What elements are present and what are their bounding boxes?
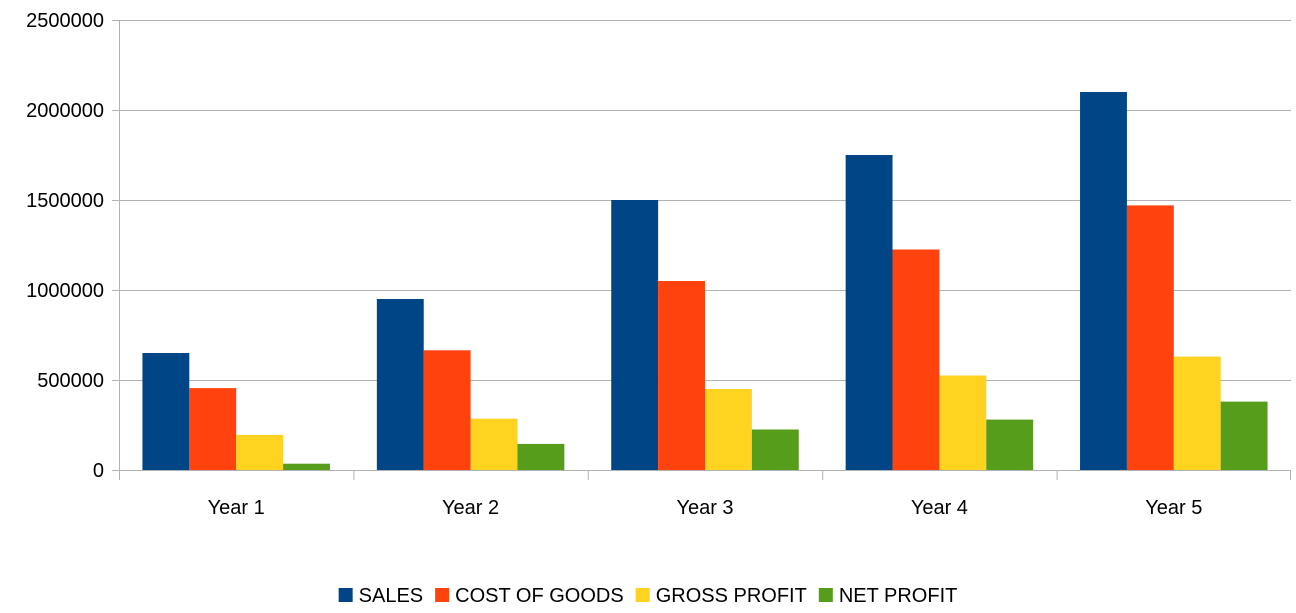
bar-cost-of-goods <box>892 249 940 470</box>
legend-label: SALES <box>359 585 423 607</box>
legend-item: GROSS PROFIT <box>635 585 807 607</box>
legend-swatch <box>338 588 353 602</box>
bar-net-profit <box>986 419 1034 470</box>
y-tick-label: 2000000 <box>26 100 104 122</box>
legend-swatch <box>635 588 650 602</box>
legend-swatch <box>435 588 450 602</box>
legend: SALES COST OF GOODS GROSS PROFIT NET PROFIT <box>338 585 958 607</box>
legend-item: SALES <box>338 585 423 607</box>
bar-sales <box>1080 92 1127 470</box>
bar-gross-profit <box>470 418 518 470</box>
bar-cost-of-goods <box>1126 205 1174 470</box>
bar-net-profit <box>283 463 330 470</box>
bars <box>142 92 1268 470</box>
y-tick-label: 500000 <box>37 370 104 392</box>
legend-label: NET PROFIT <box>839 585 958 607</box>
x-tick-label: Year 3 <box>676 497 733 519</box>
x-tick-label: Year 1 <box>208 497 265 519</box>
x-tick-label: Year 5 <box>1145 497 1202 519</box>
axes <box>112 20 1291 480</box>
x-tick-label: Year 4 <box>911 497 968 519</box>
y-tick-label: 1000000 <box>26 280 104 302</box>
bar-net-profit <box>1220 401 1268 470</box>
y-tick-label: 2500000 <box>26 10 104 32</box>
tick-labels: 0 500000 1000000 1500000 2000000 2500000 Year … <box>26 10 1202 519</box>
bar-sales <box>611 200 659 470</box>
bar-net-profit <box>517 443 565 470</box>
legend-label: COST OF GOODS <box>455 585 624 607</box>
bar-gross-profit <box>939 375 987 470</box>
x-tick-label: Year 2 <box>442 497 499 519</box>
bar-sales <box>845 155 893 470</box>
bar-gross-profit <box>236 434 284 470</box>
legend-item: NET PROFIT <box>818 585 958 607</box>
bar-sales <box>142 353 190 470</box>
y-tick-label: 1500000 <box>26 190 104 212</box>
bar-cost-of-goods <box>189 388 237 470</box>
bar-net-profit <box>751 429 799 470</box>
bar-gross-profit <box>705 389 752 470</box>
bar-sales <box>376 299 424 470</box>
legend-swatch <box>818 588 833 602</box>
legend-label: GROSS PROFIT <box>656 585 807 607</box>
bar-gross-profit <box>1173 356 1221 470</box>
y-tick-label: 0 <box>93 460 104 482</box>
legend-item: COST OF GOODS <box>435 585 624 607</box>
bar-cost-of-goods <box>658 281 705 470</box>
bar-cost-of-goods <box>423 350 471 470</box>
